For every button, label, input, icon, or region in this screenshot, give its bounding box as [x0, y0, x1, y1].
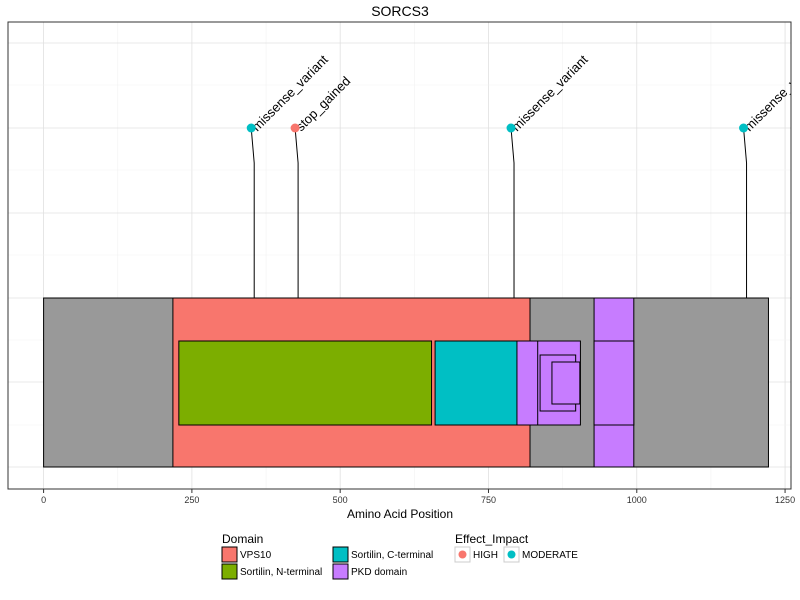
variant-stem — [294, 127, 299, 298]
x-tick-label: 1000 — [627, 495, 647, 505]
variant-point — [506, 123, 516, 133]
chart-title: SORCS3 — [371, 3, 429, 19]
x-tick-label: 750 — [481, 495, 496, 505]
legend-domain-key — [221, 546, 238, 563]
variant-stems — [250, 127, 748, 298]
legend-domain-key — [221, 563, 238, 580]
domain-boxes — [43, 297, 769, 468]
x-axis: 0 250 500 750 1000 1250 — [41, 489, 795, 505]
legend-impact-label: MODERATE — [522, 550, 578, 561]
legend-domain-label: VPS10 — [240, 550, 272, 561]
x-tick-label: 1250 — [775, 495, 795, 505]
x-tick-label: 250 — [184, 495, 199, 505]
variant-stem — [743, 127, 748, 298]
variant-points — [246, 123, 749, 133]
legend-impact-label: HIGH — [473, 550, 498, 561]
legend-domain-key — [332, 546, 349, 563]
domain-pkd-domain — [593, 340, 635, 426]
legend-domain-label: Sortilin, C-terminal — [351, 550, 433, 561]
legend-impact-dot — [507, 550, 516, 559]
legend-domain-key — [332, 563, 349, 580]
x-axis-label: Amino Acid Position — [347, 507, 453, 521]
panel-border — [7, 21, 792, 490]
domain-sortilin-c-terminal — [434, 340, 528, 426]
domain-sortilin-n-terminal — [178, 340, 433, 426]
variant-point — [290, 123, 300, 133]
variant-point — [739, 123, 749, 133]
legend: Domain VPS10 Sortilin, N-terminal Sortilin,… — [221, 532, 578, 580]
legend-impact-dot — [458, 550, 467, 559]
x-tick-label: 500 — [333, 495, 348, 505]
legend-domain-label: PKD domain — [351, 567, 407, 578]
x-tick-label: 0 — [41, 495, 46, 505]
variant-stem — [250, 127, 255, 298]
variant-point — [246, 123, 256, 133]
domain-pkd-domain — [551, 361, 581, 405]
variant-stem — [510, 127, 515, 298]
legend-impact-title: Effect_Impact — [455, 532, 529, 546]
legend-domain-title: Domain — [222, 532, 263, 546]
legend-domain-label: Sortilin, N-terminal — [240, 567, 322, 578]
domain-pkd-domain — [516, 340, 540, 426]
